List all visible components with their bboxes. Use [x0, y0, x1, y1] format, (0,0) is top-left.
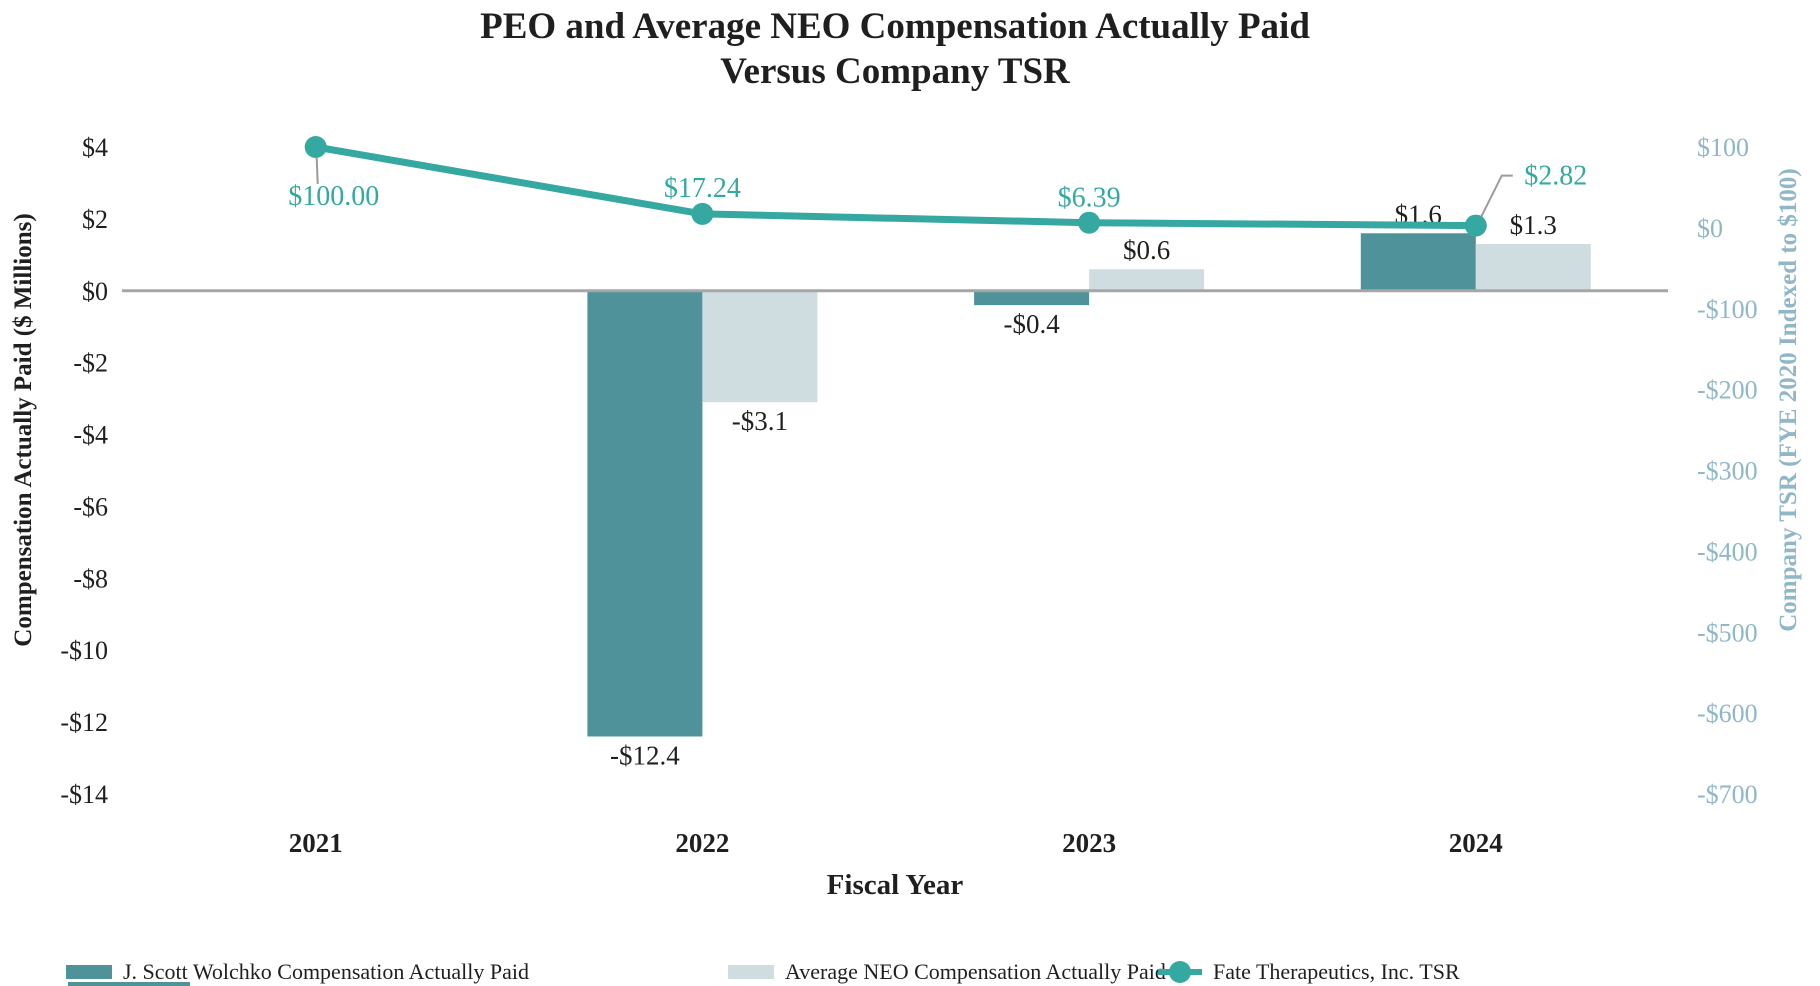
right-axis-tick: -$100 [1697, 295, 1758, 324]
right-axis-tick: -$600 [1697, 699, 1758, 728]
left-axis-tick: -$12 [60, 708, 108, 737]
bar-value-label-neo-2022: -$3.1 [732, 406, 788, 436]
bar-peo-2024 [1360, 233, 1476, 291]
chart-title-line2: Versus Company TSR [720, 51, 1070, 92]
chart-title: PEO and Average NEO Compensation Actuall… [0, 4, 1790, 94]
left-axis-tick: $0 [82, 277, 108, 306]
bar-peo-2022 [587, 290, 703, 737]
right-axis-tick: -$200 [1697, 376, 1758, 405]
x-axis-label-2024: 2024 [1449, 828, 1503, 858]
left-axis-tick: -$10 [60, 636, 108, 665]
tsr-value-label-2024: $2.82 [1524, 161, 1587, 192]
legend-item-peo: J. Scott Wolchko Compensation Actually P… [66, 958, 529, 986]
left-axis-tick: $4 [82, 133, 108, 162]
tsr-marker-2023 [1078, 211, 1101, 234]
left-axis-tick: -$2 [73, 349, 108, 378]
right-axis-tick: $0 [1697, 214, 1723, 243]
bar-peo-2023 [974, 290, 1090, 306]
bar-neo-2023 [1089, 269, 1205, 291]
bar-value-label-peo-2023: -$0.4 [1003, 309, 1060, 339]
bar-value-label-peo-2022: -$12.4 [610, 740, 680, 770]
x-axis-label-2023: 2023 [1062, 828, 1116, 858]
tsr-marker-2021 [304, 136, 327, 158]
x-axis-label-2022: 2022 [675, 828, 729, 858]
legend-label: Fate Therapeutics, Inc. TSR [1213, 959, 1460, 984]
tsr-value-label-2023: $6.39 [1058, 183, 1121, 214]
right-axis-tick: $100 [1697, 133, 1749, 162]
right-axis-tick: -$500 [1697, 618, 1758, 647]
chart-title-line1: PEO and Average NEO Compensation Actuall… [480, 6, 1310, 47]
bar-neo-2024 [1475, 244, 1591, 291]
legend-item-tsr: Fate Therapeutics, Inc. TSR [1158, 958, 1460, 986]
left-axis-tick: -$14 [60, 780, 108, 809]
right-axis-tick: -$400 [1697, 537, 1758, 566]
legend-swatch-icon [728, 965, 774, 979]
tsr-line [315, 143, 1476, 230]
tsr-marker-2022 [691, 202, 714, 225]
legend-item-neo: Average NEO Compensation Actually Paid [728, 958, 1166, 986]
x-axis-label-2021: 2021 [289, 828, 343, 858]
legend-row2-swatch-cutoff [68, 982, 190, 986]
x-axis-title: Fiscal Year [826, 869, 964, 901]
leader-line-2021 [315, 157, 319, 185]
tsr-value-label-2022: $17.24 [664, 173, 741, 204]
tsr-value-label-2021: $100.00 [288, 181, 379, 212]
legend-label: J. Scott Wolchko Compensation Actually P… [123, 959, 530, 984]
left-axis-tick: $2 [82, 205, 108, 234]
bar-value-label-neo-2023: $0.6 [1123, 235, 1170, 265]
leader-line-2024 [1476, 174, 1513, 225]
left-axis-tick: -$8 [73, 564, 108, 593]
left-axis-tick: -$6 [73, 492, 108, 521]
bar-value-label-neo-2024: $1.3 [1510, 210, 1557, 240]
right-axis-tick: -$300 [1697, 457, 1758, 486]
right-axis-tick: -$700 [1697, 780, 1758, 809]
legend-line-marker-icon [1158, 961, 1202, 983]
tsr-marker-2024 [1464, 214, 1487, 237]
left-axis-tick: -$4 [73, 421, 108, 450]
bar-neo-2022 [702, 290, 818, 403]
legend-label: Average NEO Compensation Actually Paid [785, 959, 1166, 984]
legend-swatch-icon [66, 965, 112, 979]
